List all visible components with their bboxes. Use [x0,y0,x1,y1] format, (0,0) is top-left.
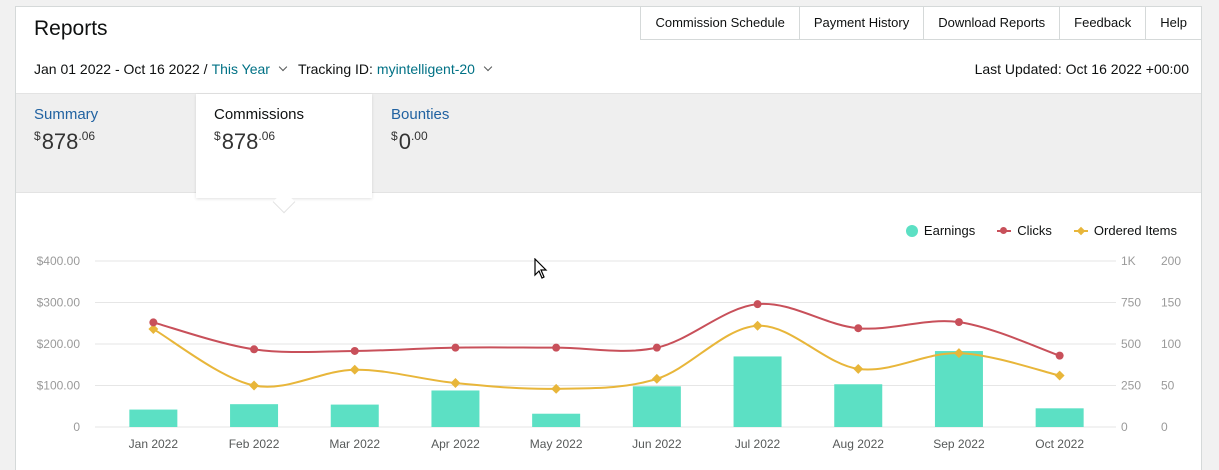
x-tick-label: Oct 2022 [1035,437,1084,451]
y-right-clicks-tick-label: 0 [1121,420,1128,434]
top-nav: Commission Schedule Payment History Down… [640,7,1201,40]
earnings-bar [733,356,782,427]
earnings-bar [330,404,379,427]
date-range-text: Jan 01 2022 - Oct 16 2022 / [34,61,208,77]
y-right-items-tick-label: 150 [1161,296,1181,310]
tab-label: Commissions [214,106,305,123]
y-left-tick-label: $100.00 [37,379,81,393]
last-updated: Last Updated: Oct 16 2022 +00:00 [974,61,1189,77]
earnings-bar [129,409,178,427]
y-left-tick-label: $400.00 [37,254,81,268]
download-reports-button[interactable]: Download Reports [923,7,1060,39]
ordered-items-point [450,378,461,388]
tab-summary[interactable]: Summary $878.06 [16,94,196,194]
chart-legend: Earnings Clicks Ordered Items [884,223,1177,238]
legend-label: Earnings [923,223,976,238]
x-tick-label: Feb 2022 [229,437,280,451]
commission-schedule-button[interactable]: Commission Schedule [640,7,799,39]
y-right-clicks-tick-label: 1K [1121,254,1136,268]
y-left-tick-label: 0 [73,420,80,434]
earnings-bar [230,404,279,427]
mouse-cursor-icon [534,258,548,279]
legend-label: Ordered Items [1093,223,1177,238]
y-right-items-tick-label: 0 [1161,420,1168,434]
y-right-items-tick-label: 50 [1161,379,1175,393]
earnings-bar [632,386,681,427]
payment-history-button[interactable]: Payment History [798,7,924,39]
clicks-point [552,343,561,352]
tab-bounties[interactable]: Bounties $0.00 [373,94,553,194]
y-left-tick-label: $200.00 [37,337,81,351]
y-left-tick-label: $300.00 [37,296,81,310]
ordered-items-line [152,324,1060,390]
clicks-point [350,346,359,355]
clicks-swatch [997,226,1012,236]
x-tick-label: May 2022 [530,437,583,451]
legend-earnings[interactable]: Earnings [905,223,976,238]
page-title: Reports [34,17,108,40]
legend-label: Clicks [1017,223,1052,238]
period-dropdown[interactable]: This Year [211,61,270,77]
x-tick-label: Jul 2022 [735,437,781,451]
y-right-clicks-tick-label: 500 [1121,337,1141,351]
x-tick-label: Jan 2022 [129,437,179,451]
earnings-bar [934,351,983,427]
legend-ordered-items[interactable]: Ordered Items [1073,223,1177,238]
earnings-chart: 0$100.00$200.00$300.00$400.0002505007501… [37,254,1182,451]
clicks-point [954,318,963,327]
summary-amount: $878.06 [34,129,96,154]
help-button[interactable]: Help [1145,7,1201,39]
ordered-items-point [148,324,159,335]
x-tick-label: Mar 2022 [329,437,380,451]
earnings-bar [431,390,480,427]
tab-label: Summary [34,106,99,123]
tracking-id-label: Tracking ID: [297,61,373,77]
ordered-items-point [651,373,662,384]
earnings-bar [532,413,581,427]
tab-commissions[interactable]: Commissions $878.06 [196,94,372,198]
ordered-items-point [551,383,562,394]
earnings-bar [1035,408,1084,427]
clicks-line [153,302,1060,357]
earnings-swatch [905,224,918,237]
ordered-items-point [853,363,864,374]
bounties-amount: $0.00 [391,129,428,154]
ordered-items-point [1054,370,1065,381]
report-filters: Jan 01 2022 - Oct 16 2022 / This Year Tr… [34,61,503,77]
y-right-clicks-tick-label: 750 [1121,296,1141,310]
y-right-items-tick-label: 100 [1161,337,1181,351]
y-right-items-tick-label: 200 [1161,254,1181,268]
tracking-id-dropdown[interactable]: myintelligent-20 [376,61,475,77]
tab-label: Bounties [391,106,450,123]
y-right-clicks-tick-label: 250 [1121,379,1141,393]
clicks-point [753,300,762,309]
x-tick-label: Apr 2022 [431,437,480,451]
ordered-items-point [752,320,763,331]
commissions-amount: $878.06 [214,129,276,154]
reports-panel: Reports Commission Schedule Payment Hist… [15,6,1202,470]
clicks-point [149,318,158,327]
ordered-items-point [249,380,259,391]
x-tick-label: Sep 2022 [933,437,985,451]
x-tick-label: Aug 2022 [833,437,885,451]
clicks-point [451,343,460,352]
clicks-point [1055,351,1064,360]
clicks-point [250,345,259,354]
clicks-point [652,343,661,352]
ordered-items-point [954,348,964,359]
legend-clicks[interactable]: Clicks [997,223,1052,238]
x-tick-label: Jun 2022 [632,437,682,451]
ordered-items-swatch [1073,226,1088,236]
earnings-bar [834,384,883,427]
ordered-items-point [349,364,360,375]
feedback-button[interactable]: Feedback [1059,7,1146,39]
report-tabs: Summary $878.06 Commissions $878.06 Boun… [16,93,1201,198]
clicks-point [854,324,863,333]
